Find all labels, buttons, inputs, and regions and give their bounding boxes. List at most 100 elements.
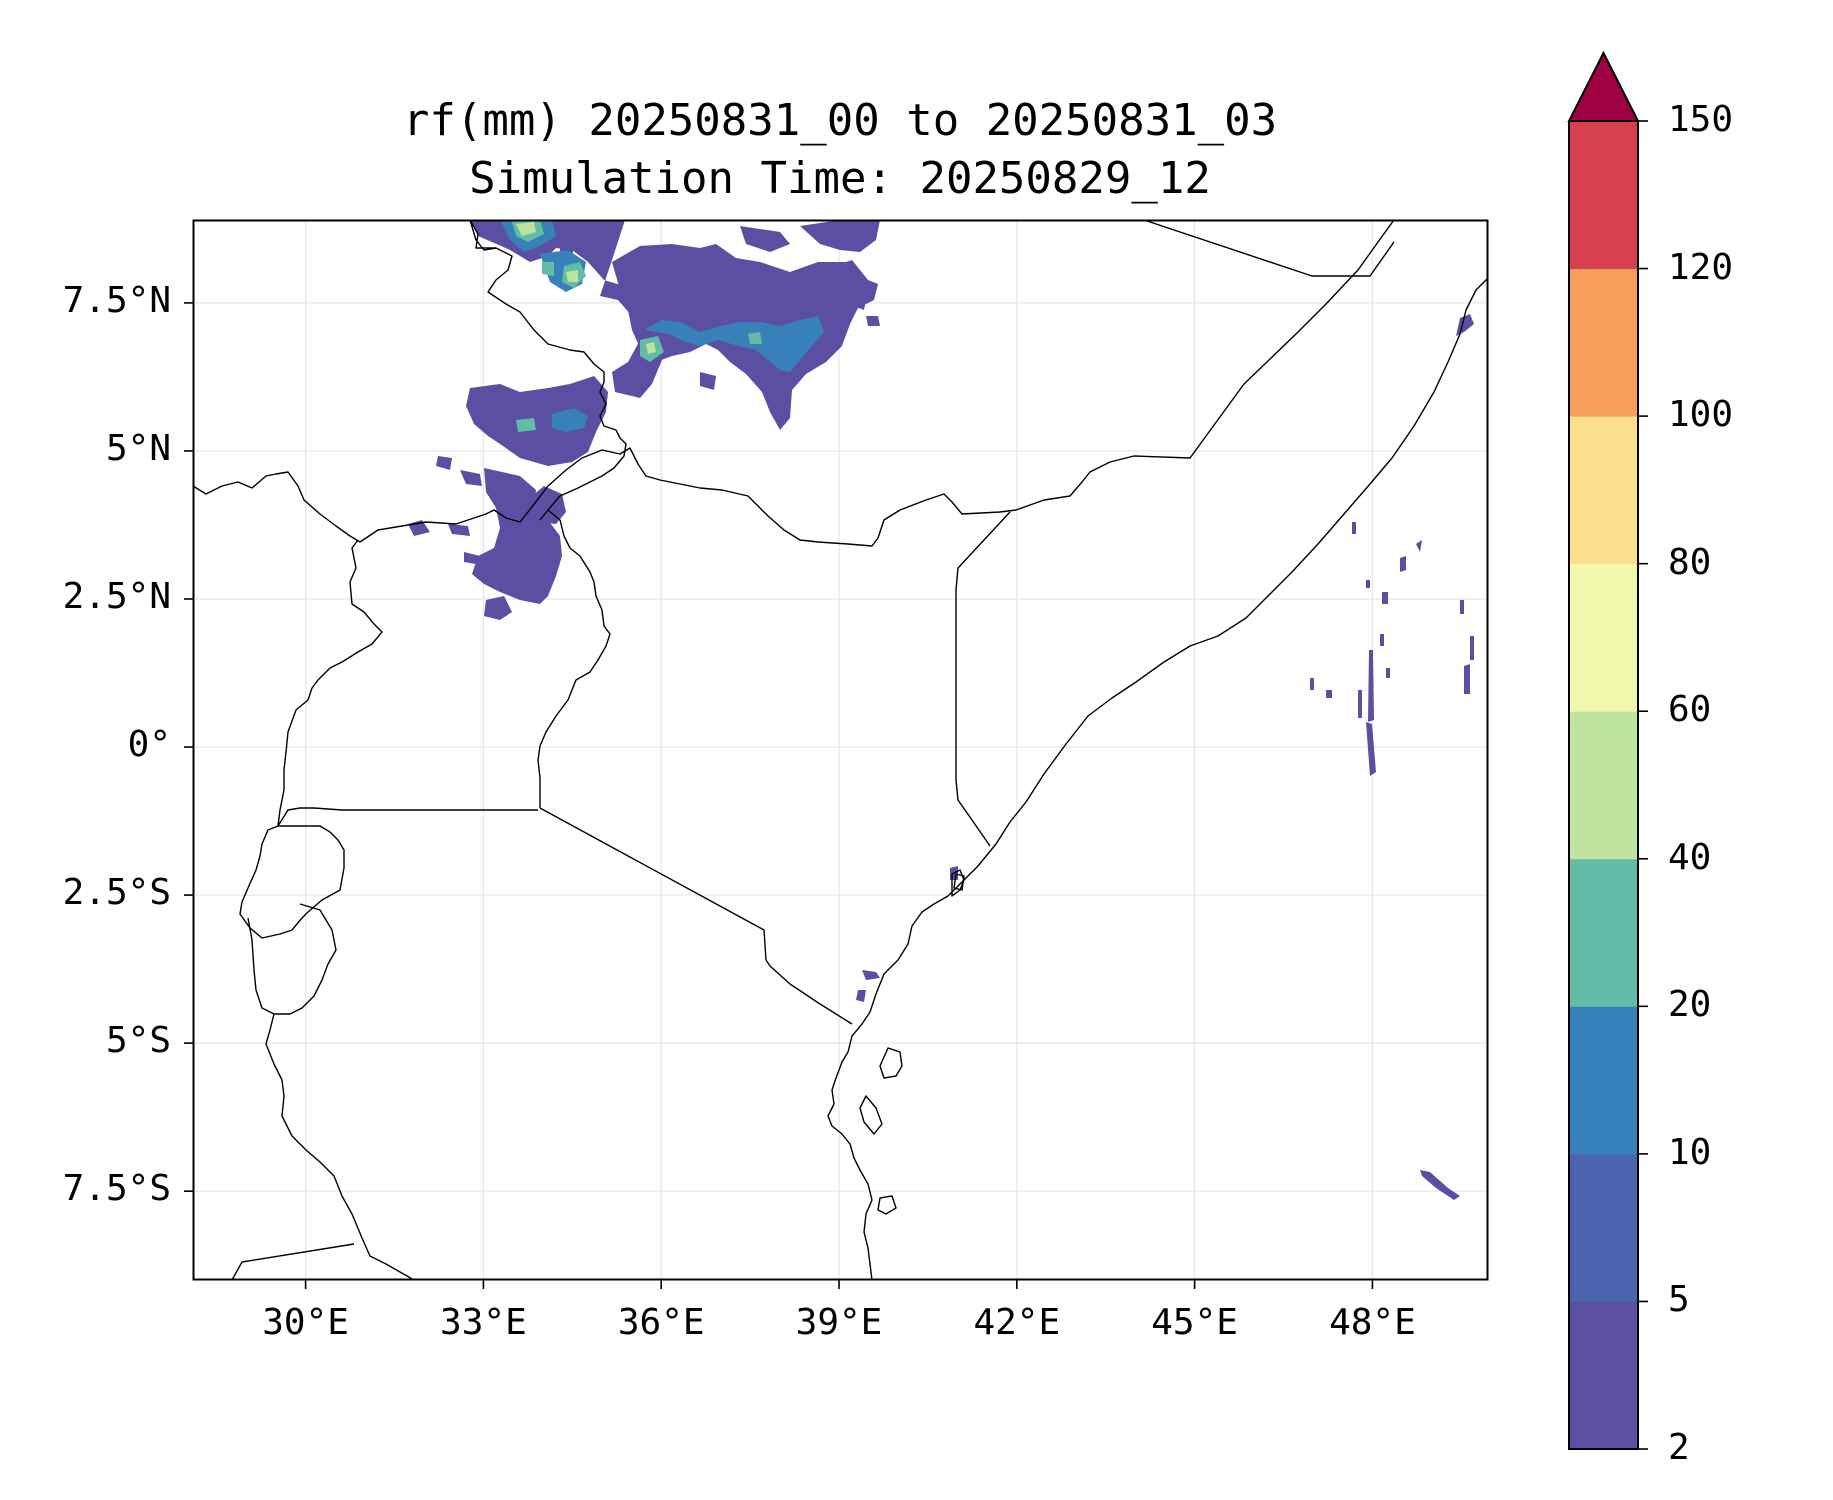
rain-patch	[472, 468, 562, 604]
rain-patch	[1470, 636, 1474, 660]
border-line	[469, 220, 627, 521]
rain-patch	[460, 470, 482, 486]
rain-patch	[1400, 556, 1406, 572]
rain-patch	[1366, 580, 1370, 588]
coastline	[951, 869, 965, 897]
colorbar-segment	[1569, 1006, 1638, 1155]
lon-tick-label: 33°E	[440, 1302, 527, 1343]
colorbar-segment	[1569, 1301, 1638, 1450]
colorbar-extend-arrow	[1567, 50, 1640, 122]
lon-tick-label: 30°E	[262, 1302, 349, 1343]
rain-patch	[1310, 678, 1314, 690]
lon-tick-label: 48°E	[1329, 1302, 1416, 1343]
colorbar-segment	[1569, 268, 1638, 417]
rain-patch	[1366, 722, 1376, 776]
colorbar-segment	[1569, 121, 1638, 270]
rain-patch	[436, 456, 452, 470]
colorbar-segment	[1569, 1153, 1638, 1302]
colorbar-label: 120	[1668, 246, 1734, 288]
map-frame	[192, 219, 1489, 1281]
rain-patch	[866, 316, 880, 326]
island-outline	[859, 1095, 883, 1135]
colorbar-label: 20	[1668, 984, 1712, 1026]
border-line	[277, 539, 383, 827]
rain-patch	[464, 552, 480, 564]
border-line	[193, 220, 1395, 547]
map-subtitle: Simulation Time: 20250829_12	[469, 153, 1211, 204]
rain-patch	[862, 970, 880, 980]
lat-tick-label: 2.5°S	[62, 872, 171, 914]
lon-tick-label: 39°E	[795, 1302, 883, 1343]
country-borders	[193, 220, 1488, 1280]
rain-patch	[748, 332, 762, 344]
rain-patch	[856, 990, 866, 1002]
rain-patch	[542, 262, 554, 276]
rain-patch	[1464, 664, 1470, 694]
rain-patch	[552, 408, 588, 432]
rain-patch	[1460, 600, 1464, 614]
lat-tick-label: 5°N	[105, 427, 171, 469]
rain-patch	[1382, 592, 1388, 604]
rain-patch	[1352, 522, 1356, 534]
rain-patch	[700, 372, 716, 390]
colorbar-label: 80	[1668, 541, 1712, 583]
colorbar-label: 60	[1668, 689, 1712, 731]
lat-tick-label: 0°	[127, 724, 171, 766]
colorbar-label: 5	[1668, 1279, 1690, 1321]
rain-patch	[800, 220, 880, 252]
colorbar-segment	[1569, 711, 1638, 860]
rain-patch	[1386, 668, 1390, 678]
border-line	[247, 903, 337, 1015]
lon-tick-label: 45°E	[1151, 1302, 1238, 1343]
colorbar-segment	[1569, 563, 1638, 712]
rain-patch	[1456, 314, 1474, 336]
border-line	[277, 807, 538, 827]
rain-patch	[516, 418, 536, 432]
island-outline	[953, 873, 965, 891]
lat-tick-label: 2.5°N	[62, 575, 171, 617]
map-gridlines	[193, 220, 1488, 1280]
rain-patch	[566, 270, 578, 282]
rain-patch	[448, 524, 470, 536]
lon-tick-label: 36°E	[617, 1302, 705, 1343]
colorbar-label: 150	[1668, 99, 1734, 140]
colorbar	[1567, 50, 1648, 1450]
axis-ticks	[184, 302, 1374, 1289]
lat-tick-label: 5°S	[105, 1020, 171, 1062]
map-title: rf(mm) 20250831_00 to 20250831_03	[402, 95, 1278, 146]
rainfall-patches	[408, 220, 1474, 1200]
colorbar-label: 100	[1668, 394, 1734, 436]
rain-patch	[516, 222, 536, 236]
rain-patch	[1420, 1170, 1460, 1200]
rain-patch	[740, 226, 790, 252]
border-line	[539, 807, 853, 1025]
colorbar-label: 10	[1668, 1131, 1712, 1173]
rain-patch	[484, 596, 512, 620]
border-line	[241, 1243, 355, 1263]
lon-tick-label: 42°E	[973, 1302, 1061, 1343]
rain-patch	[466, 376, 608, 466]
island-outline	[879, 1047, 903, 1079]
colorbar-frame	[1568, 120, 1639, 1450]
island-outline	[877, 1195, 897, 1215]
rain-patch	[1358, 690, 1362, 718]
colorbar-label: 40	[1668, 836, 1712, 878]
border-line	[231, 1261, 243, 1280]
rain-patch	[1326, 690, 1332, 698]
rain-patch	[1416, 540, 1422, 552]
colorbar-segment	[1569, 416, 1638, 565]
rain-patch	[644, 316, 824, 372]
lat-tick-label: 7.5°S	[62, 1168, 171, 1210]
border-line	[955, 511, 1011, 847]
rain-patch	[646, 342, 656, 354]
lat-tick-label: 7.5°N	[62, 279, 171, 321]
coastline	[827, 277, 1488, 1280]
rain-patch	[854, 296, 866, 310]
colorbar-segment	[1569, 858, 1638, 1007]
border-line	[265, 1013, 415, 1280]
rain-patch	[1380, 634, 1384, 646]
border-line	[1143, 220, 1395, 277]
border-line	[239, 825, 345, 939]
rain-patch	[1368, 650, 1374, 722]
